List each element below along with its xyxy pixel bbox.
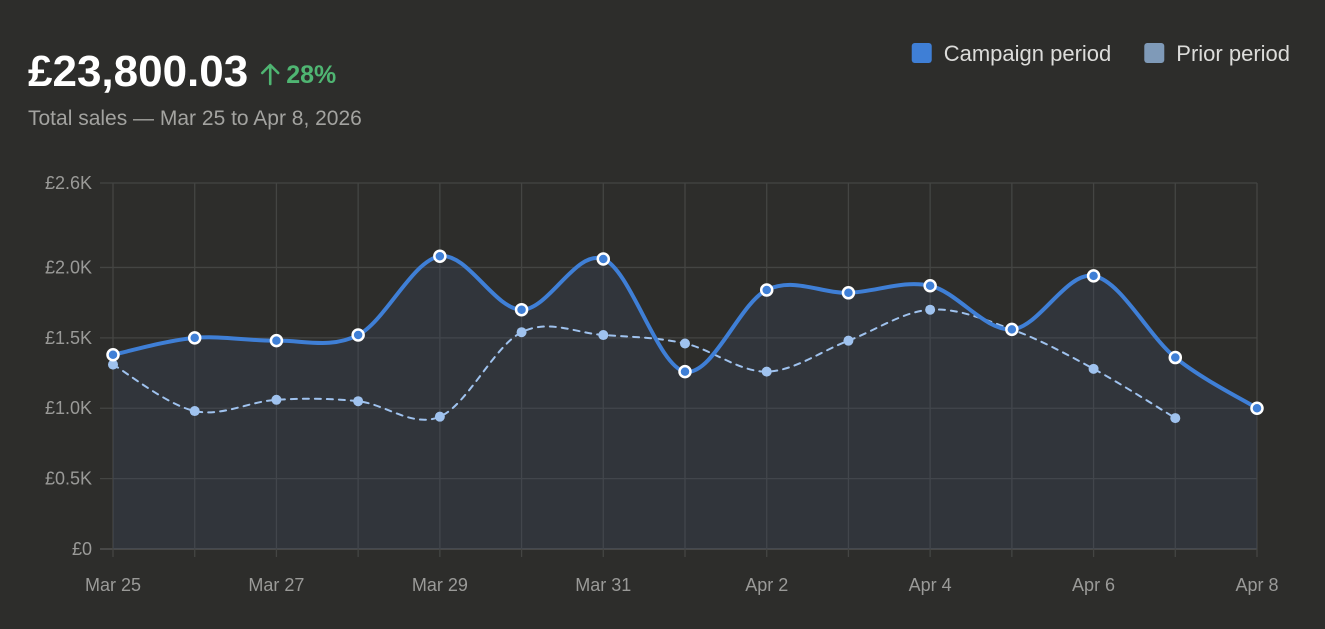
point — [189, 406, 200, 417]
x-tick-label: Apr 2 — [745, 575, 788, 595]
point — [598, 330, 609, 341]
area — [113, 255, 1257, 549]
point — [353, 396, 364, 407]
headline-value: £23,800.03 — [28, 47, 248, 96]
up-arrow — [260, 63, 280, 86]
point — [759, 283, 774, 297]
y-tick-label: £0.5K — [45, 469, 92, 489]
point — [596, 252, 611, 266]
point — [1168, 350, 1183, 365]
x-tick-label: Mar 29 — [412, 575, 468, 595]
point — [271, 394, 282, 405]
legend-swatch — [1144, 43, 1165, 63]
point — [351, 328, 365, 342]
point — [843, 335, 854, 346]
point — [925, 304, 936, 315]
point — [1250, 401, 1264, 415]
x-tick-label: Mar 27 — [248, 575, 304, 595]
point — [514, 302, 529, 317]
point — [841, 286, 856, 300]
point — [1170, 413, 1181, 424]
point — [269, 333, 284, 348]
legend-label: Prior period — [1176, 41, 1290, 66]
point — [1088, 363, 1099, 374]
point — [678, 364, 692, 379]
point — [106, 347, 120, 362]
y-tick-label: £1.5K — [45, 328, 92, 348]
point — [433, 249, 447, 263]
point — [761, 366, 772, 377]
change-value: 28% — [286, 61, 336, 89]
point — [1086, 269, 1101, 283]
subtitle: Total sales — Mar 25 to Apr 8, 2026 — [28, 107, 362, 130]
series-line — [112, 308, 1177, 421]
point — [680, 338, 690, 349]
x-tick-label: Apr 8 — [1235, 575, 1278, 595]
x-tick-label: Mar 31 — [575, 575, 631, 595]
y-tick-label: £2.0K — [45, 257, 92, 277]
y-tick-label: £1.0K — [45, 398, 92, 418]
point — [516, 327, 527, 338]
legend-label: Campaign period — [944, 41, 1112, 66]
point — [108, 359, 118, 370]
point — [434, 411, 445, 422]
x-tick-label: Mar 25 — [85, 575, 141, 595]
x-tick-label: Apr 6 — [1072, 575, 1115, 595]
point — [1005, 322, 1019, 337]
point — [187, 331, 202, 345]
point — [923, 279, 937, 293]
change-badge: 28% — [260, 61, 336, 89]
y-tick-label: £2.6K — [45, 173, 92, 193]
x-tick-label: Apr 4 — [909, 575, 952, 595]
legend-swatch — [911, 43, 932, 63]
y-tick-label: £0 — [72, 539, 92, 559]
